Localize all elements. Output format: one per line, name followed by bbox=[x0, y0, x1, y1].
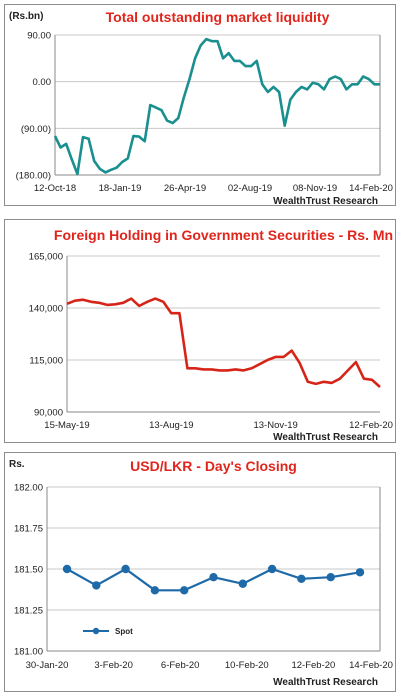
y-tick-label: 181.75 bbox=[14, 524, 43, 535]
x-tick-label: 12-Feb-20 bbox=[291, 660, 335, 671]
y-tick-label: 140,000 bbox=[29, 304, 63, 315]
x-tick-label: 10-Feb-20 bbox=[225, 660, 269, 671]
x-tick-label: 12-Oct-18 bbox=[34, 183, 76, 194]
unit-label: (Rs.bn) bbox=[9, 11, 43, 22]
source-label: WealthTrust Research bbox=[273, 677, 378, 688]
usd-lkr-chart-panel: USD/LKR - Day's Closing Rs. 182.00 181.75 18… bbox=[4, 452, 396, 692]
chart-title: USD/LKR - Day's Closing bbox=[130, 458, 297, 474]
data-point bbox=[326, 573, 335, 582]
x-tick-label: 08-Nov-19 bbox=[293, 183, 337, 194]
x-tick-label: 14-Feb-20 bbox=[349, 183, 393, 194]
y-tick-label: 181.50 bbox=[14, 565, 43, 576]
x-tick-label: 30-Jan-20 bbox=[26, 660, 69, 671]
legend-marker bbox=[92, 627, 100, 635]
x-tick-label: 02-Aug-19 bbox=[228, 183, 272, 194]
source-label: WealthTrust Research bbox=[273, 432, 378, 442]
usd-lkr-chart: USD/LKR - Day's Closing Rs. 182.00 181.75 18… bbox=[9, 458, 393, 688]
y-tick-label: (180.00) bbox=[16, 171, 51, 182]
y-tick-label: 165,000 bbox=[29, 252, 63, 263]
chart-title: Foreign Holding in Government Securities… bbox=[54, 227, 393, 243]
x-tick-label: 6-Feb-20 bbox=[161, 660, 200, 671]
data-point bbox=[355, 568, 365, 577]
series-line bbox=[53, 37, 380, 176]
x-tick-label: 14-Feb-20 bbox=[349, 660, 393, 671]
x-tick-label: 13-Nov-19 bbox=[253, 420, 297, 431]
data-point bbox=[267, 564, 277, 574]
x-tick-label: 13-Aug-19 bbox=[149, 420, 193, 431]
y-tick-label: 90,000 bbox=[34, 408, 63, 419]
data-point bbox=[297, 574, 306, 584]
foreign-holding-chart-panel: Foreign Holding in Government Securities… bbox=[4, 219, 396, 443]
y-tick-label: 181.00 bbox=[14, 647, 43, 658]
unit-label: Rs. bbox=[9, 459, 25, 470]
y-tick-label: 90.00 bbox=[27, 31, 51, 42]
data-point bbox=[92, 581, 101, 590]
data-point bbox=[180, 586, 189, 595]
x-tick-label: 15-May-19 bbox=[44, 420, 89, 431]
y-tick-label: 0.00 bbox=[33, 77, 52, 88]
data-point bbox=[238, 579, 247, 588]
x-tick-label: 18-Jan-19 bbox=[99, 183, 142, 194]
x-tick-label: 26-Apr-19 bbox=[164, 183, 206, 194]
data-point bbox=[209, 573, 218, 582]
x-tick-label: 12-Feb-20 bbox=[349, 420, 393, 431]
data-point bbox=[62, 564, 72, 574]
y-tick-label: 181.25 bbox=[14, 606, 43, 617]
data-point bbox=[150, 586, 160, 595]
liquidity-chart-panel: Total outstanding market liquidity (Rs.bn… bbox=[4, 4, 396, 206]
x-tick-label: 3-Feb-20 bbox=[94, 660, 133, 671]
legend-label: Spot bbox=[115, 627, 133, 636]
data-point bbox=[121, 564, 130, 574]
foreign-holding-chart: Foreign Holding in Government Securities… bbox=[29, 227, 393, 442]
source-label: WealthTrust Research bbox=[273, 196, 378, 205]
y-tick-label: (90.00) bbox=[21, 124, 51, 135]
chart-title: Total outstanding market liquidity bbox=[106, 9, 330, 25]
series-line bbox=[66, 297, 381, 388]
y-tick-label: 115,000 bbox=[29, 356, 63, 367]
liquidity-chart: Total outstanding market liquidity (Rs.bn… bbox=[9, 9, 393, 205]
y-tick-label: 182.00 bbox=[14, 483, 43, 494]
